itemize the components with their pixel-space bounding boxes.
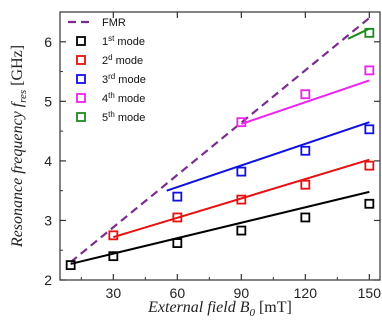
x-tick-label: 30 bbox=[106, 285, 122, 301]
legend-mode-5-label: 5th mode bbox=[102, 110, 145, 124]
legend-fmr-label: FMR bbox=[102, 17, 126, 29]
legend-mode-4-swatch bbox=[76, 93, 86, 103]
mode-3-point bbox=[300, 145, 311, 156]
y-axis-title: Resonance frequency fres [GHz] bbox=[9, 45, 29, 248]
legend: FMR 1st mode 2d mode 3rd mode 4th mode 5th mo… bbox=[68, 17, 146, 124]
y-tick-label: 6 bbox=[44, 34, 52, 50]
mode-2-point bbox=[172, 212, 183, 223]
legend-mode-2-label: 2d mode bbox=[102, 53, 143, 67]
x-tick-label: 120 bbox=[294, 285, 318, 301]
mode-2-fit-line bbox=[113, 158, 370, 239]
y-tick-label: 5 bbox=[44, 93, 52, 109]
mode-5-point bbox=[364, 27, 375, 38]
mode-2-point bbox=[236, 194, 247, 205]
y-tick-label: 4 bbox=[44, 153, 52, 169]
mode-1-point bbox=[236, 225, 247, 236]
mode-1-point bbox=[172, 238, 183, 248]
axes-layer bbox=[59, 11, 381, 281]
mode-4-point bbox=[364, 65, 375, 76]
mode-1-point bbox=[300, 212, 311, 223]
points-layer bbox=[65, 27, 375, 271]
legend-mode-4-label: 4th mode bbox=[102, 91, 145, 105]
y-tick-label: 3 bbox=[44, 212, 52, 228]
labels-layer: 30 60 90 120 150 2 3 4 5 6 External field B0 [mT] R… bbox=[9, 34, 381, 319]
mode-3-point bbox=[364, 124, 375, 135]
legend-mode-3-swatch bbox=[76, 74, 86, 84]
legend-mode-2-swatch bbox=[76, 55, 86, 65]
x-tick-label: 90 bbox=[234, 285, 250, 301]
x-tick-label: 150 bbox=[358, 285, 382, 301]
legend-mode-5-swatch bbox=[76, 112, 86, 122]
mode-1-point bbox=[364, 198, 375, 209]
plot-frame bbox=[59, 11, 381, 281]
lines-layer bbox=[69, 17, 371, 265]
legend-mode-1-label: 1st mode bbox=[102, 34, 145, 48]
mode-4-point bbox=[236, 117, 247, 128]
x-axis-title: External field B0 [mT] bbox=[147, 299, 292, 319]
legend-mode-3-label: 3rd mode bbox=[102, 72, 146, 86]
mode-4-point bbox=[300, 89, 311, 100]
y-tick-label: 2 bbox=[44, 272, 52, 288]
mode-1-point bbox=[108, 251, 119, 262]
mode-3-fit-line bbox=[166, 121, 370, 192]
mode-3-point bbox=[172, 191, 183, 202]
mode-2-point bbox=[108, 230, 119, 241]
mode-4-fit-line bbox=[241, 79, 370, 125]
mode-1-fit-line bbox=[70, 190, 370, 265]
mode-3-point bbox=[236, 166, 247, 177]
mode-2-point bbox=[300, 179, 311, 190]
legend-mode-1-swatch bbox=[76, 36, 86, 46]
mode-1-point bbox=[65, 260, 76, 271]
x-tick-label: 60 bbox=[170, 285, 186, 301]
mode-2-point bbox=[364, 160, 375, 171]
